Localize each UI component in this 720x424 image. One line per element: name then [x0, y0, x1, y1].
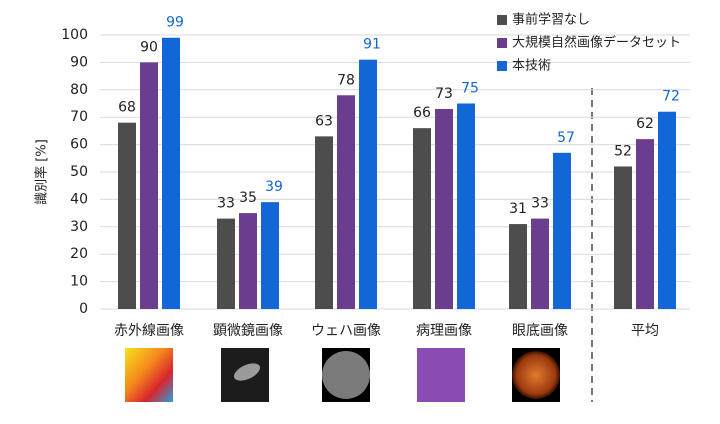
legend-label: 大規模自然画像データセット [512, 35, 681, 51]
legend-label: 事前学習なし [512, 12, 590, 28]
value-label: 91 [363, 37, 381, 53]
value-label: 66 [413, 105, 431, 121]
value-label: 57 [557, 130, 575, 146]
bar [337, 95, 355, 309]
value-label: 78 [337, 72, 355, 88]
bar [413, 128, 431, 309]
microscope-cell [233, 363, 261, 381]
bar [553, 152, 571, 309]
y-tick-label: 40 [70, 191, 88, 207]
bar [636, 139, 654, 309]
bar [457, 103, 475, 309]
value-label: 90 [140, 39, 158, 55]
fundus-disc [512, 351, 560, 399]
pathology-image [417, 348, 465, 402]
bar [217, 218, 235, 309]
legend-swatch [497, 15, 507, 25]
bar [118, 122, 136, 310]
legend-swatch [497, 38, 507, 48]
bar [239, 213, 257, 309]
value-label: 73 [435, 86, 453, 102]
value-label: 31 [509, 201, 527, 217]
y-tick-label: 0 [79, 301, 88, 317]
value-label: 72 [662, 89, 680, 105]
y-tick-label: 20 [70, 246, 88, 262]
value-label: 52 [614, 144, 632, 160]
x-tick-label: 平均 [631, 323, 659, 339]
y-tick-label: 70 [70, 109, 88, 125]
value-label: 75 [461, 81, 479, 97]
x-tick-label: 顕微鏡画像 [213, 323, 283, 339]
bar [531, 218, 549, 309]
value-label: 39 [265, 179, 283, 195]
x-tick-label: 赤外線画像 [114, 323, 184, 339]
wafer-disc [322, 351, 370, 399]
value-label: 33 [217, 196, 235, 212]
bar [614, 166, 632, 309]
bar [261, 202, 279, 309]
value-label: 63 [315, 113, 333, 129]
legend-label: 本技術 [512, 59, 551, 74]
y-tick-label: 60 [70, 137, 88, 153]
y-axis-label: 識別率 [%] [34, 139, 50, 205]
legend-swatch [497, 61, 507, 71]
value-label: 62 [636, 116, 654, 132]
value-label: 35 [239, 190, 257, 206]
value-label: 33 [531, 196, 549, 212]
bar [359, 59, 377, 309]
bar [315, 136, 333, 309]
x-tick-label: 病理画像 [416, 323, 472, 339]
value-label: 68 [118, 100, 136, 116]
bar [140, 62, 158, 310]
thumbnails [125, 348, 560, 402]
bar [162, 37, 180, 310]
y-tick-label: 50 [70, 164, 88, 180]
y-tick-label: 10 [70, 274, 88, 290]
infrared-image [125, 348, 173, 402]
y-tick-label: 30 [70, 219, 88, 235]
y-tick-label: 80 [70, 82, 88, 98]
value-label: 99 [166, 15, 184, 31]
bar [435, 108, 453, 309]
y-tick-label: 100 [61, 27, 88, 43]
bar [509, 224, 527, 309]
x-tick-label: 眼底画像 [512, 323, 568, 339]
x-tick-label: ウェハ画像 [311, 323, 381, 339]
bar [658, 111, 676, 309]
y-tick-label: 90 [70, 54, 88, 70]
